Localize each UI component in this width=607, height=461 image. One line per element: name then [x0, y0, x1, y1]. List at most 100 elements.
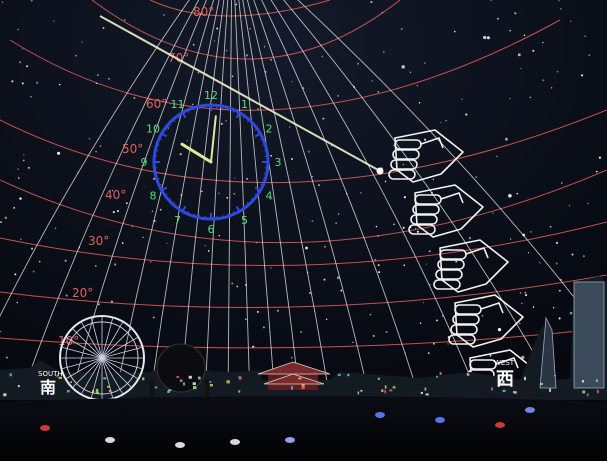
star [218, 234, 221, 237]
star [520, 67, 522, 70]
star [108, 78, 110, 80]
star [551, 87, 553, 89]
azimuth-meridian [0, 0, 190, 317]
star [508, 194, 512, 198]
clock-number: 7 [174, 214, 181, 227]
star [18, 177, 20, 179]
altitude-circle-40 [0, 169, 607, 243]
star [197, 72, 200, 74]
star [374, 258, 377, 261]
star [116, 210, 120, 213]
clock-tick [168, 123, 172, 127]
star [99, 145, 102, 147]
altitude-circle-70 [91, 0, 401, 60]
star [257, 108, 259, 111]
star [509, 238, 512, 240]
star [461, 98, 463, 100]
star [418, 101, 421, 104]
altitude-labels: 80° 70° 60° 50° 40° 30° 20° 10° [58, 5, 214, 348]
azimuth-meridian [179, 0, 225, 401]
wheel-spoke [101, 321, 124, 359]
star [30, 95, 32, 98]
skyline-light [347, 373, 350, 377]
west-kanji: 西 [496, 369, 514, 390]
clock-tick [254, 193, 258, 196]
star [65, 294, 68, 297]
star [352, 341, 354, 344]
floor-light [40, 425, 50, 431]
star [192, 43, 195, 46]
star [234, 177, 236, 179]
star [529, 96, 532, 99]
clock-tick [161, 132, 168, 138]
clock-tick [221, 214, 224, 218]
clock-tick [192, 107, 195, 111]
fist-finger [437, 259, 465, 270]
star [159, 208, 162, 211]
clock-tick [242, 205, 245, 209]
clock-tick [232, 109, 235, 113]
star [133, 97, 136, 99]
floor-light [105, 437, 115, 443]
skyline-light [425, 393, 429, 396]
star [321, 55, 324, 58]
altitude-label-40: 40° [105, 188, 126, 202]
floor-lights [40, 407, 535, 448]
azimuth-meridian [149, 0, 220, 401]
star [382, 51, 385, 53]
star [559, 289, 561, 292]
skyline-light [176, 376, 180, 378]
fist-finger [390, 159, 418, 170]
star [125, 202, 128, 205]
star [270, 154, 272, 157]
fist-thumb [440, 192, 464, 204]
clock-tick [246, 201, 250, 205]
fist-thumb [480, 302, 504, 314]
star [521, 302, 523, 305]
star [403, 264, 406, 267]
star [588, 54, 591, 57]
clock-tick [250, 197, 254, 201]
star [372, 334, 375, 337]
fist-finger [469, 359, 497, 370]
star [530, 231, 532, 233]
star [336, 276, 340, 280]
city-skyline [0, 276, 607, 410]
azimuth-meridian [283, 0, 561, 401]
star [142, 236, 144, 239]
star [357, 62, 360, 65]
star [527, 251, 530, 254]
clock-tick [158, 183, 162, 186]
star [377, 264, 380, 266]
meteor-streak [99, 15, 381, 172]
clock-tick [156, 178, 160, 181]
star [19, 61, 22, 64]
star [36, 81, 39, 84]
star [532, 306, 535, 308]
clock-tick [164, 128, 168, 131]
direction-sign-west: WEST 西 [494, 359, 515, 390]
fist-outline [448, 294, 524, 348]
clock-tick [246, 119, 250, 123]
fist-finger [410, 214, 438, 225]
star [516, 192, 519, 195]
star [13, 206, 16, 209]
altitude-circle-30 [0, 221, 607, 266]
star [519, 292, 522, 294]
star [216, 27, 219, 30]
fist-thumb [495, 357, 519, 369]
skyline-light [384, 385, 387, 389]
south-latin: SOUTH [38, 370, 63, 378]
wheel-spoke [72, 357, 103, 388]
floor-light [285, 437, 295, 443]
star [21, 48, 24, 50]
skyline-light [17, 385, 20, 388]
clock-tick [235, 205, 241, 212]
skyline-light [420, 391, 423, 395]
star [422, 301, 425, 304]
clock-tick [161, 186, 168, 192]
star [231, 75, 234, 78]
azimuth-meridian [242, 0, 301, 401]
skyline-light [301, 385, 305, 390]
